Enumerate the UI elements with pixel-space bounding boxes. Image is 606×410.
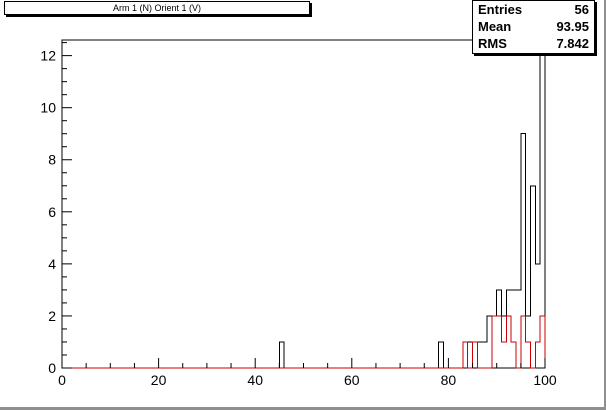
stat-label: Entries: [478, 2, 523, 17]
x-tick-label: 0: [58, 372, 66, 388]
stat-row-rms: RMS 7.842: [478, 35, 589, 52]
x-tick-label: 20: [151, 372, 167, 388]
stat-row-mean: Mean 93.95: [478, 18, 589, 35]
plot-frame: [61, 39, 546, 369]
chart-title-box: Arm 1 (N) Orient 1 (V): [4, 1, 310, 15]
y-tick-label: 12: [40, 48, 56, 64]
y-tick-label: 2: [48, 308, 56, 324]
y-tick-label: 0: [48, 360, 56, 376]
canvas-frame-right: [604, 0, 606, 410]
canvas-frame-bottom: [0, 407, 606, 410]
series-0-line: [62, 55, 546, 369]
x-tick-label: 80: [441, 372, 457, 388]
stat-label: RMS: [478, 36, 507, 51]
stats-box: Entries 56 Mean 93.95 RMS 7.842: [472, 0, 595, 54]
y-tick-label: 6: [48, 204, 56, 220]
x-tick-label: 40: [247, 372, 263, 388]
series-1-line: [62, 315, 546, 369]
y-tick-label: 8: [48, 152, 56, 168]
x-tick-label: 100: [533, 372, 557, 388]
x-tick-label: 60: [344, 372, 360, 388]
stat-label: Mean: [478, 19, 512, 34]
stat-row-entries: Entries 56: [478, 1, 589, 18]
y-tick-label: 10: [40, 100, 56, 116]
y-tick-label: 4: [48, 256, 56, 272]
stat-value: 56: [574, 2, 589, 17]
stat-value: 93.95: [556, 19, 589, 34]
chart-title: Arm 1 (N) Orient 1 (V): [112, 3, 201, 13]
stat-value: 7.842: [556, 36, 589, 51]
